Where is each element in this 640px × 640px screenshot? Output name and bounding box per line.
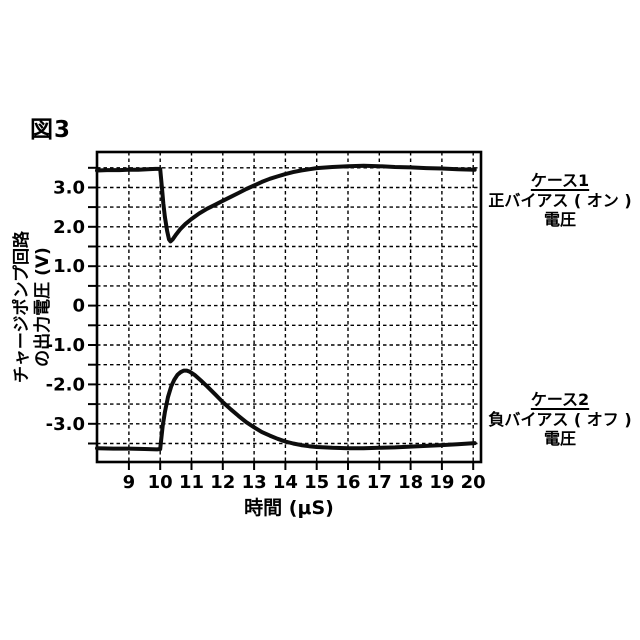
- annotation-case2: ケース2 負バイアス ( オフ ) 電圧: [482, 390, 638, 449]
- annotation-case1-line2: 電圧: [543, 210, 576, 229]
- x-tick-label: 17: [367, 472, 392, 493]
- x-tick-label: 9: [123, 472, 136, 493]
- y-axis-title-line1: チャージポンプ回路: [12, 231, 32, 383]
- y-tick-label: -1.0: [46, 335, 85, 356]
- annotation-case2-line1: 負バイアス ( オフ ): [488, 409, 632, 429]
- annotation-case2-line2: 電圧: [543, 429, 576, 448]
- x-tick-label: 15: [304, 472, 329, 493]
- figure-label: 図3: [30, 117, 72, 143]
- y-tick-label: -2.0: [46, 374, 85, 395]
- y-axis-title-line2: の出力電圧 (V): [33, 247, 53, 367]
- x-tick-label: 12: [210, 472, 235, 493]
- x-tick-label: 13: [242, 472, 267, 493]
- annotation-case1: ケース1 正バイアス ( オン ) 電圧: [482, 171, 638, 230]
- x-tick-label: 20: [461, 472, 486, 493]
- y-tick-label: 3.0: [53, 178, 85, 199]
- x-tick-label: 18: [398, 472, 423, 493]
- y-tick-label: 1.0: [53, 256, 85, 277]
- annotation-case1-title: ケース1: [530, 171, 590, 190]
- x-tick-label: 14: [273, 472, 298, 493]
- y-tick-label: 0: [72, 296, 85, 317]
- x-axis-title: 時間 (μS): [244, 497, 334, 519]
- y-axis-title: チャージポンプ回路 の出力電圧 (V): [12, 147, 54, 467]
- y-tick-label: -3.0: [46, 414, 85, 435]
- x-tick-label: 11: [179, 472, 204, 493]
- curve-case2: [95, 368, 477, 452]
- curve-case1: [95, 163, 477, 244]
- x-tick-label: 16: [335, 472, 360, 493]
- annotation-case1-line1: 正バイアス ( オン ): [488, 190, 632, 210]
- x-tick-label: 19: [429, 472, 454, 493]
- y-tick-label: 2.0: [53, 217, 85, 238]
- plot-border: [95, 150, 483, 464]
- x-tick-label: 10: [148, 472, 173, 493]
- annotation-case2-title: ケース2: [530, 390, 590, 409]
